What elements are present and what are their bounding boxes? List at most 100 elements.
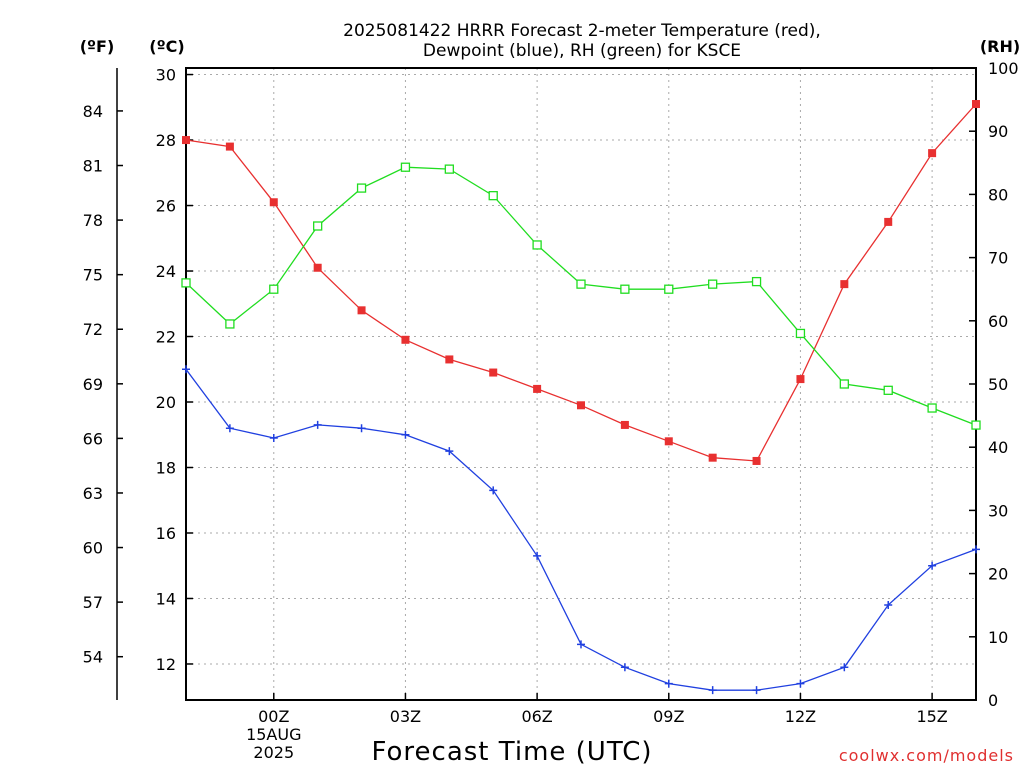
axes (116, 67, 977, 701)
temperature-point (313, 263, 322, 272)
temperature-point (752, 456, 761, 465)
celsius-tick-label: 12 (156, 655, 176, 674)
temperature-point (269, 198, 278, 207)
temperature-point (708, 453, 717, 462)
celsius-tick-label: 22 (156, 328, 176, 347)
dewpoint-point (401, 430, 410, 439)
fahrenheit-tick-label: 81 (83, 157, 103, 176)
dewpoint-point (445, 447, 454, 456)
celsius-unit-label: (ºC) (149, 37, 184, 56)
dewpoint-point (972, 545, 980, 554)
dewpoint-point (840, 663, 849, 672)
x-tick-label: 00Z (258, 707, 289, 726)
rh-point (181, 278, 191, 288)
temperature-point (928, 149, 937, 158)
dewpoint-point (533, 551, 542, 560)
dewpoint-point (664, 679, 673, 688)
celsius-tick-label: 20 (156, 393, 176, 412)
temperature-point (620, 420, 629, 429)
rh-unit-label: (RH) (980, 37, 1020, 56)
rh-point (971, 420, 981, 430)
x-tick-label: 09Z (653, 707, 684, 726)
dewpoint-point (752, 686, 761, 695)
rh-point (927, 403, 937, 413)
rh-point (708, 279, 718, 289)
temperature-point (445, 355, 454, 364)
rh-tick-label: 70 (988, 249, 1008, 268)
chart-title-line-1: 2025081422 HRRR Forecast 2-meter Tempera… (343, 21, 821, 41)
rh-point (839, 379, 849, 389)
celsius-tick-label: 18 (156, 459, 176, 478)
fahrenheit-tick-label: 72 (83, 320, 103, 339)
temperature-point (884, 217, 893, 226)
rh-tick-label: 90 (988, 122, 1008, 141)
dewpoint-point (928, 561, 937, 570)
rh-tick-label: 100 (988, 59, 1019, 78)
rh-point (620, 284, 630, 294)
grid-lines (186, 68, 976, 700)
fahrenheit-tick-label: 57 (83, 593, 103, 612)
x-tick-label: 12Z (785, 707, 816, 726)
rh-tick-label: 10 (988, 628, 1008, 647)
chart-title-line-2: Dewpoint (blue), RH (green) for KSCE (423, 41, 741, 61)
rh-tick-label: 50 (988, 375, 1008, 394)
fahrenheit-tick-label: 84 (83, 102, 103, 121)
temperature-point (840, 280, 849, 289)
dewpoint-point (313, 420, 322, 429)
rh-point (269, 284, 279, 294)
credit-text: coolwx.com/models (839, 746, 1014, 765)
rh-point (313, 221, 323, 231)
celsius-tick-label: 26 (156, 197, 176, 216)
fahrenheit-unit-label: (ºF) (80, 37, 115, 56)
x-tick-label: 06Z (521, 707, 552, 726)
rh-point (356, 183, 367, 193)
fahrenheit-tick-label: 54 (83, 648, 103, 667)
rh-line (185, 166, 977, 426)
fahrenheit-tick-label: 66 (83, 429, 103, 448)
temperature-point (401, 335, 410, 344)
celsius-tick-label: 30 (156, 66, 176, 85)
fahrenheit-tick-label: 75 (83, 266, 103, 285)
celsius-tick-label: 28 (156, 131, 176, 150)
rh-tick-label: 30 (988, 501, 1008, 520)
temperature-point (225, 142, 234, 151)
dewpoint-point (796, 679, 805, 688)
celsius-tick-label: 24 (156, 262, 176, 281)
tick-labels: 12 14 16 18 20 22 24 26 28 30 54 57 60 63 66 69 72 75 78 81… (83, 59, 1019, 762)
temperature-point (533, 384, 542, 393)
dewpoint-point (182, 365, 190, 374)
rh-point (751, 276, 762, 287)
dewpoint-point (357, 424, 366, 433)
rh-point (400, 162, 411, 172)
x-axis-label: Forecast Time (UTC) (371, 737, 652, 767)
x-tick-date-label: 2025 (253, 743, 294, 762)
x-tick-date-label: 15AUG (246, 725, 301, 744)
dewpoint-point (708, 686, 717, 695)
rh-point (444, 164, 454, 174)
rh-tick-label: 40 (988, 438, 1008, 457)
rh-point (795, 328, 806, 339)
rh-point (664, 284, 674, 294)
data-series (181, 100, 981, 695)
x-tick-label: 03Z (390, 707, 421, 726)
temperature-point (796, 375, 805, 384)
rh-tick-label: 60 (988, 312, 1008, 331)
dewpoint-point (225, 424, 234, 433)
rh-point (488, 191, 498, 201)
celsius-tick-label: 16 (156, 524, 176, 543)
temperature-point (664, 437, 673, 446)
temperature-point (357, 306, 366, 315)
dewpoint-point (620, 663, 629, 672)
temperature-point (182, 136, 190, 145)
dewpoint-point (269, 434, 278, 443)
rh-point (883, 385, 893, 395)
x-tick-label: 15Z (916, 707, 947, 726)
fahrenheit-tick-label: 60 (83, 539, 103, 558)
rh-tick-label: 80 (988, 185, 1008, 204)
temperature-point (972, 100, 980, 109)
rh-tick-label: 20 (988, 565, 1008, 584)
rh-point (532, 240, 542, 250)
rh-tick-label: 0 (988, 691, 998, 710)
rh-point (225, 319, 235, 329)
temperature-point (577, 401, 585, 410)
